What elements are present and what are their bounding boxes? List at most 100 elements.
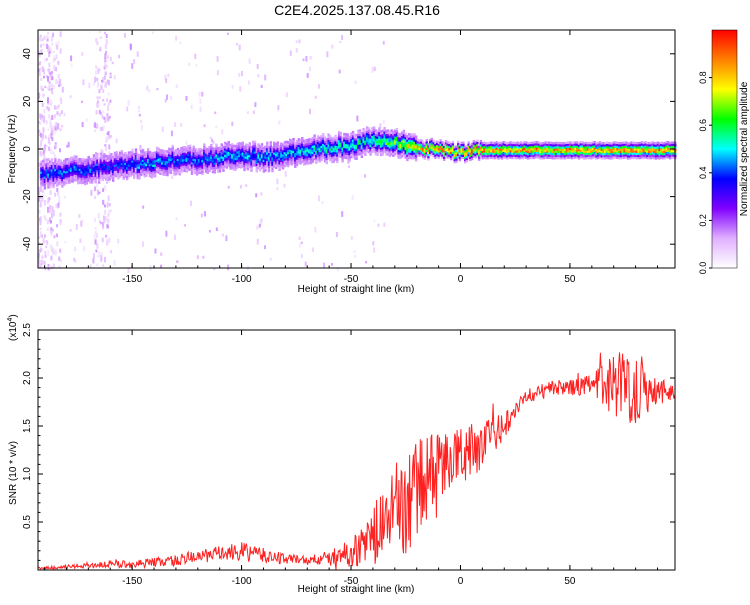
spectrogram-noise-cell xyxy=(49,204,52,209)
spectrogram-ridge-cell xyxy=(185,148,188,152)
spectrogram-ridge-cell xyxy=(306,143,309,146)
spectrogram-ridge-cell xyxy=(257,162,260,166)
spectrogram-ridge-cell xyxy=(618,148,621,151)
spectrogram-noise-cell xyxy=(51,212,54,218)
spectrogram-ridge-cell xyxy=(273,145,276,149)
spectrogram-ridge-cell xyxy=(192,158,195,161)
spectrogram-ridge-cell xyxy=(344,150,348,153)
spectrogram-ridge-cell xyxy=(302,139,306,143)
spectrogram-ridge-cell xyxy=(653,154,656,158)
spectrogram-ridge-cell xyxy=(66,166,69,169)
spectrogram-ridge-cell xyxy=(87,173,90,176)
spectrogram-noise-cell xyxy=(57,60,60,65)
spectrogram-ridge-cell xyxy=(136,153,139,156)
spectrogram-ridge-cell xyxy=(309,149,313,152)
spectrogram-noise-cell xyxy=(39,67,42,71)
spectrogram-ridge-cell xyxy=(234,151,237,154)
spectrogram-ridge-cell xyxy=(656,156,659,159)
spectrogram-ridge-cell xyxy=(355,133,358,137)
spectrogram-ridge-cell xyxy=(455,147,458,150)
spectrogram-ridge-cell xyxy=(478,145,481,148)
spectrogram-ridge-cell xyxy=(140,158,143,162)
spectrogram-noise-cell xyxy=(113,260,116,266)
spectrogram-ridge-cell xyxy=(267,146,271,149)
spectrogram-ridge-cell xyxy=(560,144,563,147)
spectrogram-ridge-cell xyxy=(471,142,474,146)
spectrogram-noise-cell xyxy=(176,260,179,263)
spectrogram-ridge-cell xyxy=(633,152,637,155)
spectrogram-ridge-cell xyxy=(616,150,619,153)
spectrogram-ridge-cell xyxy=(474,151,477,155)
spectrogram-ridge-cell xyxy=(434,147,437,151)
spectrogram-ridge-cell xyxy=(315,144,318,147)
spectrogram-ridge-cell xyxy=(119,153,122,156)
spectrogram-ridge-cell xyxy=(330,152,334,155)
spectrogram-ridge-cell xyxy=(365,147,369,151)
spectrogram-ridge-cell xyxy=(633,143,637,147)
spectrogram-ridge-cell xyxy=(376,153,379,156)
spectrogram-ridge-cell xyxy=(120,164,124,168)
spectrogram-ridge-cell xyxy=(134,156,138,160)
spectrogram-ridge-cell xyxy=(360,132,364,135)
spectrogram-noise-cell xyxy=(95,110,98,115)
spectrogram-ridge-cell xyxy=(393,131,397,134)
spectrogram-ridge-cell xyxy=(294,150,297,153)
svg-text:(x104): (x104) xyxy=(7,314,19,341)
spectrogram-ridge-cell xyxy=(630,156,633,159)
spectrogram-ridge-cell xyxy=(203,149,206,153)
spectrogram-ridge-cell xyxy=(126,160,129,164)
spectrogram-ridge-cell xyxy=(630,141,633,144)
spectrogram-ridge-cell xyxy=(414,137,418,140)
spectrogram-ridge-cell xyxy=(243,151,246,154)
spectrogram-noise-cell xyxy=(318,195,320,202)
spectrogram-ridge-cell xyxy=(255,155,258,158)
spectrogram-noise-cell xyxy=(45,144,48,148)
spectrogram-ridge-cell xyxy=(99,159,103,162)
spectrogram-ridge-cell xyxy=(327,150,330,153)
spectrogram-ridge-cell xyxy=(164,156,167,159)
spectrogram-ridge-cell xyxy=(50,179,54,183)
spectrogram-ridge-cell xyxy=(430,140,434,143)
spectrogram-ridge-cell xyxy=(89,166,92,169)
spectrogram-ridge-cell xyxy=(260,149,264,152)
spectrogram-ridge-cell xyxy=(98,159,101,163)
spectrogram-noise-cell xyxy=(58,256,61,261)
spectrogram-ridge-cell xyxy=(462,141,465,145)
spectrogram-ridge-cell xyxy=(232,168,236,171)
spectrogram-ridge-cell xyxy=(54,158,57,161)
spectrogram-ridge-cell xyxy=(623,152,626,155)
spectrogram-ridge-cell xyxy=(343,152,346,155)
spectrogram-noise-cell xyxy=(208,229,211,233)
spectrogram-ridge-cell xyxy=(259,151,262,155)
spectrogram-ridge-cell xyxy=(113,170,117,174)
spectrogram-ridge-cell xyxy=(591,149,595,153)
spectrogram-ridge-cell xyxy=(493,148,497,151)
spectrogram-ridge-cell xyxy=(367,148,371,152)
spectrogram-ridge-cell xyxy=(99,176,103,179)
spectrogram-ridge-cell xyxy=(278,155,281,159)
spectrogram-ridge-cell xyxy=(576,149,579,153)
spectrogram-ridge-cell xyxy=(273,141,276,144)
spectrogram-ridge-cell xyxy=(103,163,106,167)
spectrogram-ridge-cell xyxy=(129,159,132,163)
spectrogram-ridge-cell xyxy=(106,159,110,162)
spectrogram-ridge-cell xyxy=(465,159,469,163)
spectrogram-ridge-cell xyxy=(572,145,575,149)
spectrogram-ridge-cell xyxy=(108,176,111,179)
spectrogram-ridge-cell xyxy=(425,145,428,148)
spectrogram-ridge-cell xyxy=(147,150,150,153)
spectrogram-ridge-cell xyxy=(145,166,148,169)
spectrogram-ridge-cell xyxy=(555,148,558,151)
spectrogram-ridge-cell xyxy=(413,133,416,136)
spectrogram-ridge-cell xyxy=(84,163,87,166)
spectrogram-ridge-cell xyxy=(222,152,225,155)
spectrogram-ridge-cell xyxy=(399,139,402,142)
spectrogram-ridge-cell xyxy=(229,152,232,155)
spectrogram-ridge-cell xyxy=(399,152,402,155)
spectrogram-ridge-cell xyxy=(633,156,637,160)
spectrogram-ridge-cell xyxy=(302,152,306,155)
spectrogram-ridge-cell xyxy=(579,156,582,159)
spectrogram-ridge-cell xyxy=(204,168,208,171)
spectrogram-ridge-cell xyxy=(273,160,276,164)
spectrogram-ridge-cell xyxy=(660,141,663,144)
